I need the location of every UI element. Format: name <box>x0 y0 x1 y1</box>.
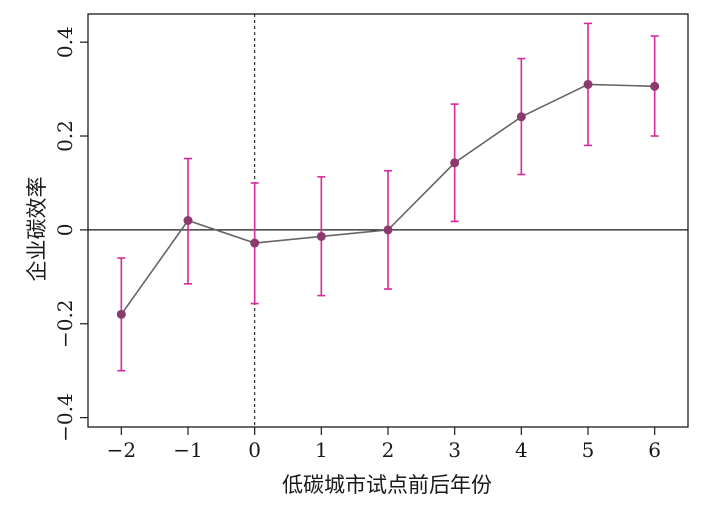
data-point <box>316 231 326 241</box>
data-point <box>250 238 260 248</box>
x-axis-title: 低碳城市试点前后年份 <box>282 473 492 497</box>
data-point <box>183 216 193 225</box>
x-tick-label: −1 <box>173 438 202 462</box>
data-point <box>516 112 526 122</box>
data-point <box>116 309 126 319</box>
x-axis: −2 −1 0 1 2 3 4 5 6 <box>107 427 661 462</box>
x-tick-label: 4 <box>515 438 528 462</box>
x-tick-label: −2 <box>107 438 136 462</box>
y-tick-label: −0.2 <box>53 299 77 348</box>
y-tick-label: 0 <box>53 224 77 237</box>
x-tick-label: 6 <box>648 438 661 462</box>
x-tick-label: 2 <box>382 438 395 462</box>
x-tick-label: 3 <box>448 438 461 462</box>
y-tick-label: 0.2 <box>53 120 77 152</box>
y-tick-label: 0.4 <box>53 26 77 58</box>
y-tick-label: −0.4 <box>53 393 77 442</box>
y-axis: −0.4 −0.2 0 0.2 0.4 <box>53 26 88 442</box>
data-point <box>450 158 460 168</box>
data-points <box>116 79 660 319</box>
error-bars <box>117 22 659 372</box>
data-point <box>383 225 393 235</box>
y-axis-title: 企业碳效率 <box>25 177 49 282</box>
data-point <box>583 79 593 89</box>
x-tick-label: 1 <box>315 438 328 462</box>
x-tick-label: 5 <box>582 438 595 462</box>
x-tick-label: 0 <box>248 438 261 462</box>
data-point <box>650 81 660 91</box>
